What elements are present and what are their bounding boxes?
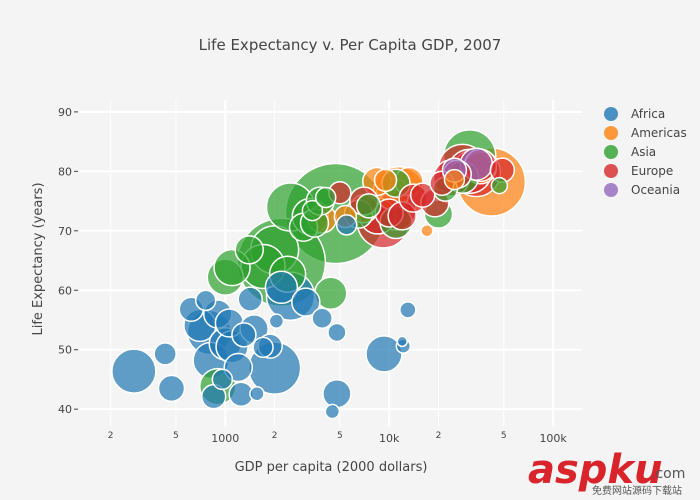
bubble-americas[interactable] xyxy=(443,168,466,191)
bubble-africa[interactable] xyxy=(396,335,408,348)
bubble-africa[interactable] xyxy=(231,322,257,348)
bubble-americas[interactable] xyxy=(373,168,398,193)
y-tick-label: 90 xyxy=(58,106,72,119)
y-tick-label: 40 xyxy=(58,403,72,416)
legend-marker-africa[interactable] xyxy=(604,107,618,121)
bubble-asia[interactable] xyxy=(490,176,509,195)
x-axis-title: GDP per capita (2000 dollars) xyxy=(235,460,428,475)
legend-marker-asia[interactable] xyxy=(604,145,618,159)
x-tick-label: 100k xyxy=(539,432,567,445)
bubble-africa[interactable] xyxy=(211,368,234,391)
bubble-africa[interactable] xyxy=(249,385,265,402)
bubble-africa[interactable] xyxy=(111,348,157,394)
plot-area xyxy=(111,129,527,420)
bubble-asia[interactable] xyxy=(355,193,382,219)
y-tick-label: 80 xyxy=(58,165,72,178)
bubble-africa[interactable] xyxy=(311,307,333,329)
bubble-africa[interactable] xyxy=(324,403,341,420)
watermark-main-text: aspku xyxy=(528,447,663,493)
bubble-americas[interactable] xyxy=(420,224,434,238)
bubble-africa[interactable] xyxy=(194,289,217,312)
chart-title: Life Expectancy v. Per Capita GDP, 2007 xyxy=(199,36,502,54)
watermark-logo: aspku .com 免费网站源码下载站 xyxy=(528,447,685,497)
y-tick-label: 50 xyxy=(58,344,72,357)
bubble-africa[interactable] xyxy=(268,313,285,329)
x-minor-tick-label: 2 xyxy=(436,431,442,441)
x-tick-label: 1000 xyxy=(211,432,239,445)
x-tick-label: 10k xyxy=(379,432,400,445)
y-axis-title: Life Expectancy (years) xyxy=(31,182,46,335)
bubble-africa[interactable] xyxy=(291,287,321,317)
bubble-africa[interactable] xyxy=(399,301,417,319)
x-minor-tick-label: 2 xyxy=(108,431,114,441)
x-minor-tick-label: 5 xyxy=(173,431,179,441)
bubble-asia[interactable] xyxy=(234,235,264,265)
legend-marker-oceania[interactable] xyxy=(604,183,618,197)
bubble-africa[interactable] xyxy=(365,335,403,373)
legend-label-asia[interactable]: Asia xyxy=(631,145,656,159)
legend-label-oceania[interactable]: Oceania xyxy=(631,183,680,197)
x-minor-tick-label: 5 xyxy=(337,431,343,441)
bubble-africa[interactable] xyxy=(335,214,358,236)
x-minor-tick-label: 5 xyxy=(501,431,507,441)
legend-label-americas[interactable]: Americas xyxy=(631,126,687,140)
y-axis-ticks: 40 50 60 70 80 90 xyxy=(58,106,78,416)
bubble-africa[interactable] xyxy=(252,336,274,359)
bubble-africa[interactable] xyxy=(322,378,352,409)
bubble-africa[interactable] xyxy=(153,342,177,366)
bubble-asia[interactable] xyxy=(314,186,337,209)
x-minor-tick-label: 2 xyxy=(272,431,278,441)
legend: Africa Americas Asia Europe Oceania xyxy=(604,107,687,197)
x-axis-ticks: 1000 10k 100k 2 5 2 5 2 5 xyxy=(108,431,568,445)
watermark-subtitle: 免费网站源码下载站 xyxy=(592,484,682,497)
legend-marker-americas[interactable] xyxy=(604,126,618,140)
y-tick-label: 70 xyxy=(58,225,72,238)
bubble-asia[interactable] xyxy=(301,199,324,222)
bubble-africa[interactable] xyxy=(327,322,347,343)
bubble-europe[interactable] xyxy=(409,182,436,208)
legend-label-europe[interactable]: Europe xyxy=(631,164,673,178)
legend-label-africa[interactable]: Africa xyxy=(631,107,665,121)
watermark-suffix: .com xyxy=(651,466,685,482)
bubble-africa[interactable] xyxy=(264,270,299,305)
bubble-africa[interactable] xyxy=(157,374,186,403)
y-tick-label: 60 xyxy=(58,284,72,297)
bubble-africa[interactable] xyxy=(237,286,263,312)
legend-marker-europe[interactable] xyxy=(604,164,618,178)
